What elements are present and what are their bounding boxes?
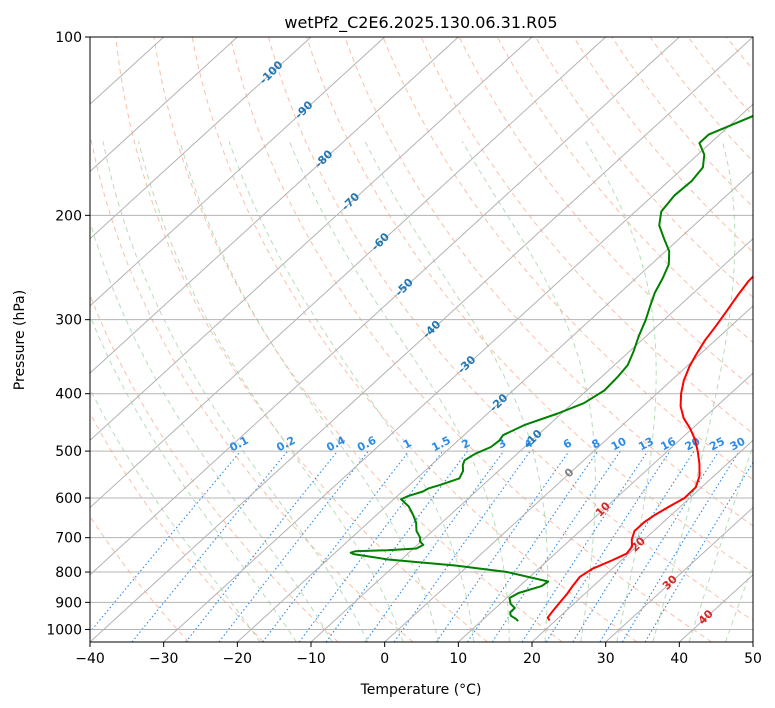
mixing-ratio-label: 8 (590, 436, 603, 451)
y-tick-label: 200 (55, 208, 82, 224)
moist-adiabat (138, 141, 404, 642)
moist-adiabat (90, 220, 333, 642)
dry-adiabat (90, 515, 190, 642)
y-tick-label: 500 (55, 444, 82, 460)
isotherm-line (457, 372, 753, 642)
temperature-trace (546, 275, 753, 622)
isotherm-line (90, 37, 459, 374)
x-axis-label: Temperature (°C) (360, 682, 482, 698)
mixing-ratio-line (467, 450, 599, 642)
mixing-ratio-line (325, 450, 468, 642)
dry-adiabat (573, 37, 753, 253)
x-tick-label: −30 (149, 651, 179, 667)
mixing-ratio-line (364, 450, 505, 642)
mixing-ratio-line (545, 450, 671, 642)
mixing-ratio-label: 20 (683, 435, 703, 454)
mixing-ratio-line (298, 450, 444, 642)
y-tick-label: 1000 (46, 622, 82, 638)
mixing-ratio-label: 2 (459, 436, 472, 451)
isotherm-line (310, 237, 753, 642)
moist-adiabat (652, 141, 736, 642)
chart-title: wetPf2_C2E6.2025.130.06.31.R05 (284, 13, 557, 33)
dry-adiabat (687, 37, 753, 117)
plot-frame (89, 36, 754, 643)
y-axis-ticks: 1000 900 800 700 600 500 400 300 200 100 (46, 30, 90, 638)
mixing-ratio-line (185, 450, 339, 642)
mixing-ratio-line (572, 450, 695, 642)
dry-adiabat (726, 37, 753, 71)
isotherm-line (752, 641, 753, 642)
dewpoint-trace (349, 114, 753, 622)
dry-adiabat (649, 37, 753, 163)
dry-adiabat (496, 37, 753, 344)
isotherm-line (236, 170, 753, 642)
x-tick-label: −40 (75, 651, 105, 667)
mixing-ratio-line (435, 450, 570, 642)
x-tick-label: −20 (223, 651, 253, 667)
mixing-ratio-label: 25 (707, 435, 727, 454)
moist-adiabat (288, 141, 510, 642)
mixing-ratio-line (521, 450, 649, 642)
y-axis-label: Pressure (hPa) (12, 290, 28, 390)
mixing-ratio-label: 10 (609, 435, 629, 454)
isotherm-line (531, 439, 753, 642)
grid-lines (90, 37, 753, 642)
isotherm-line (90, 37, 680, 576)
y-tick-label: 600 (55, 491, 82, 507)
mixing-ratio-label: 16 (658, 435, 678, 454)
moist-adiabat (90, 387, 261, 642)
mixing-ratio-line (491, 450, 621, 642)
isotherm-label: -100 (257, 58, 286, 87)
x-axis-ticks: −40 −30 −20 −10 0 10 20 30 40 50 (75, 642, 762, 667)
dry-adiabat (268, 37, 753, 622)
x-tick-label: −10 (296, 651, 326, 667)
x-tick-label: 20 (523, 651, 541, 667)
x-tick-label: 30 (597, 651, 615, 667)
moist-adiabat (179, 141, 439, 642)
isotherm-line (90, 37, 607, 509)
x-tick-label: 10 (449, 651, 467, 667)
isotherm-line (90, 37, 312, 240)
mixing-ratio-label: 13 (636, 435, 656, 454)
dry-adiabat (458, 37, 753, 389)
mixing-ratio-label: 3 (496, 436, 509, 451)
mixing-ratio-label: 6 (561, 436, 574, 451)
isotherm-line (384, 305, 753, 642)
dry-adiabat (191, 37, 638, 642)
dry-adiabat (344, 37, 753, 527)
isotherm-line (90, 37, 238, 173)
isotherm-line (90, 37, 386, 307)
x-tick-label: 40 (670, 651, 688, 667)
dry-adiabat (90, 293, 339, 642)
mixing-ratio-line (621, 450, 740, 642)
isotherm-line (163, 103, 753, 642)
mixing-ratio-line (218, 450, 369, 642)
isotherm-line (90, 37, 533, 442)
y-tick-label: 900 (55, 595, 82, 611)
mixing-ratio-line (131, 450, 289, 642)
y-tick-label: 100 (55, 30, 82, 46)
dry-adiabat (115, 37, 488, 642)
dry-adiabat (90, 412, 264, 642)
isotherm-line (90, 37, 753, 642)
y-tick-label: 700 (55, 531, 82, 547)
dry-adiabat (153, 37, 563, 642)
mixing-ratio-label: 30 (728, 435, 748, 454)
sounding-traces (349, 114, 753, 622)
x-tick-label: 0 (380, 651, 389, 667)
y-tick-label: 400 (55, 387, 82, 403)
dry-adiabat (535, 37, 753, 298)
y-tick-label: 800 (55, 565, 82, 581)
mixing-ratio-line (90, 450, 242, 633)
x-tick-label: 50 (744, 651, 762, 667)
mixing-ratio-line (262, 450, 410, 642)
isotherm-line (605, 506, 753, 642)
y-tick-label: 300 (55, 313, 82, 329)
dry-adiabat (765, 37, 775, 642)
dry-adiabat (306, 37, 753, 574)
moist-adiabat (364, 141, 549, 642)
